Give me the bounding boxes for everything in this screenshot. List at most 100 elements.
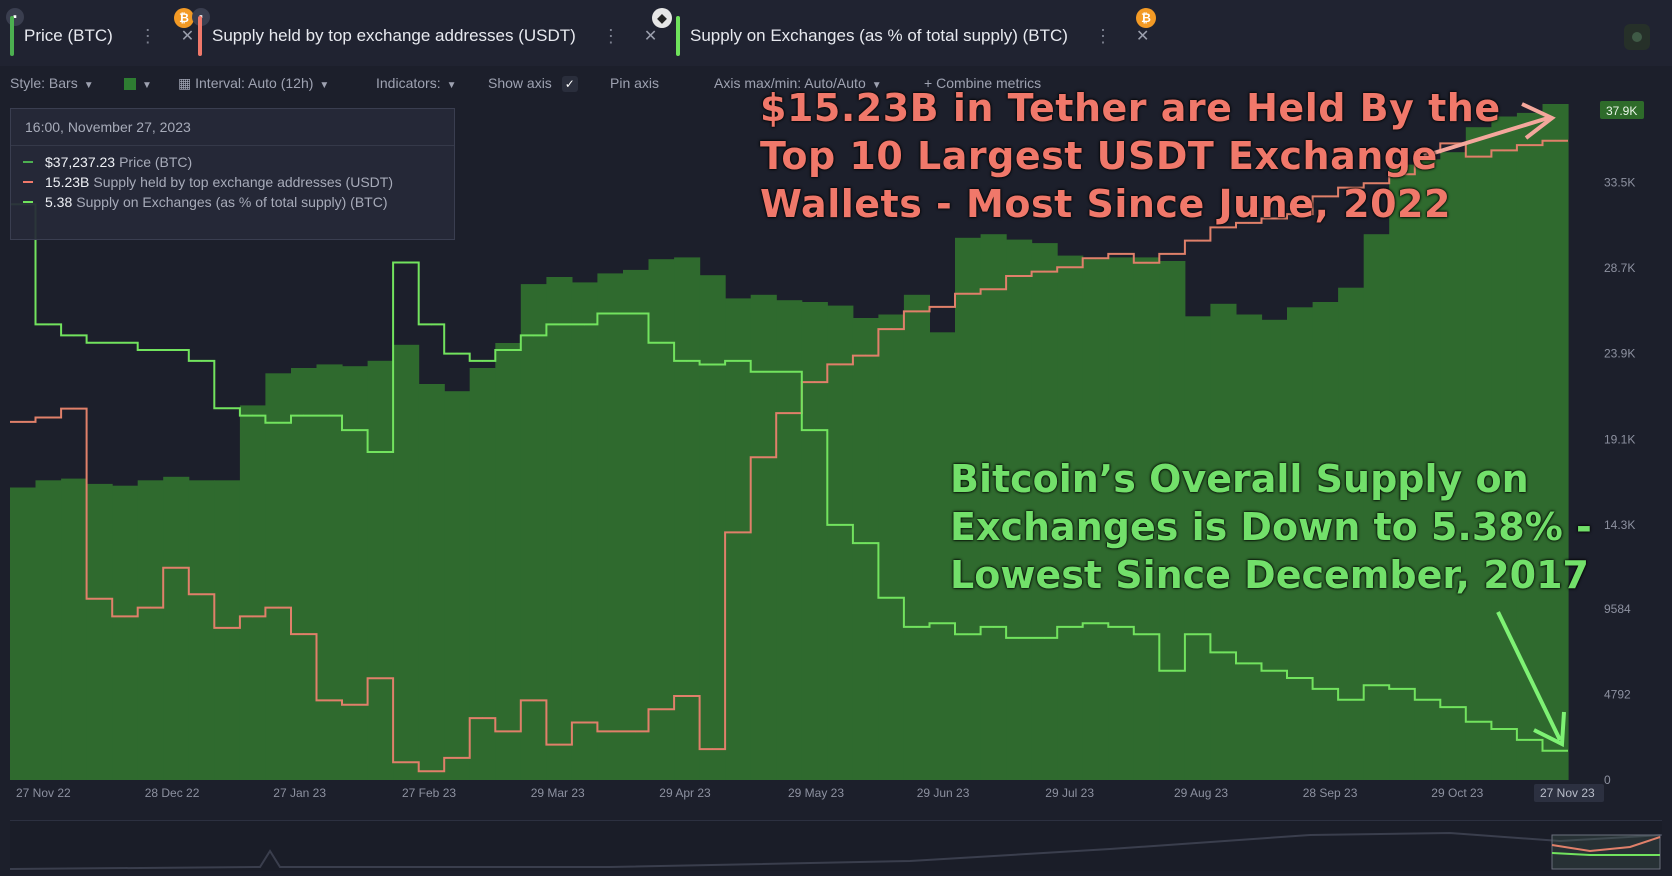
indicators-label: Indicators:	[376, 75, 441, 91]
x-axis: 27 Nov 22 28 Dec 22 27 Jan 23 27 Feb 23 29 M…	[16, 784, 1604, 802]
color-picker[interactable]: ▼	[124, 75, 152, 91]
usdt-line-path-point	[967, 292, 969, 295]
usdt-line-path-point	[507, 730, 509, 733]
usdt-line-path-point	[1069, 266, 1071, 268]
usdt-line-path-point	[711, 748, 714, 750]
price-bar	[1389, 164, 1416, 781]
price-bar	[1210, 303, 1237, 780]
y-tick-label: 19.1K	[1604, 432, 1635, 446]
x-tick-label: 29 Jun 23	[917, 786, 970, 800]
supply-line-path-point	[1120, 626, 1122, 628]
legend-value: 5.38	[45, 194, 73, 210]
supply-line-path-point	[405, 261, 407, 264]
price-bar	[86, 483, 113, 780]
style-dropdown[interactable]: Style: Bars ▼	[10, 75, 94, 91]
usdt-line-path-point	[1324, 195, 1327, 198]
supply-line-path-point	[788, 371, 790, 373]
supply-line-path-point	[149, 349, 152, 351]
price-bar	[1108, 257, 1135, 780]
status-indicator-button[interactable]	[1624, 24, 1650, 50]
annotation-line: Bitcoin’s Overall Supply on	[950, 457, 1529, 501]
axis-maxmin-label: Axis max/min: Auto/Auto	[714, 75, 866, 91]
usdt-line-path-point	[1222, 226, 1224, 229]
close-icon[interactable]: ✕	[1135, 28, 1150, 45]
close-icon[interactable]: ✕	[643, 28, 658, 45]
calendar-icon: ▦	[178, 75, 196, 91]
combine-metrics-button[interactable]: + Combine metrics	[924, 75, 1041, 91]
annotation-usdt: $15.23B in Tether are Held By the Top 10…	[760, 84, 1501, 228]
navigator-usdt-line	[1551, 836, 1661, 853]
annotation-arrows	[1423, 102, 1566, 748]
red-arrow-line	[1423, 116, 1549, 158]
navigator-supply-line	[1551, 852, 1660, 856]
usdt-line-path-point	[992, 288, 995, 291]
price-bar	[35, 480, 62, 780]
price-bar	[444, 391, 471, 780]
price-bar	[801, 302, 828, 780]
tab-supply-on-exchanges[interactable]: Supply on Exchanges (as % of total suppl…	[676, 14, 1149, 58]
more-options-icon[interactable]: ⋮	[1093, 25, 1112, 46]
pin-axis-toggle[interactable]: Pin axis	[610, 75, 659, 91]
price-bar	[214, 480, 241, 780]
supply-line-path-point	[507, 349, 509, 351]
supply-line-path-point	[379, 451, 382, 453]
plus-icon: +	[924, 75, 937, 91]
legend-value: 15.23B	[45, 174, 90, 190]
price-bar	[1542, 104, 1569, 780]
supply-line-path-point	[532, 334, 535, 337]
supply-on-exchanges-line	[10, 203, 1568, 752]
usdt-line-path-point	[660, 708, 663, 711]
supply-line-path-point	[354, 429, 356, 431]
supply-line-path-point	[1171, 669, 1173, 672]
supply-line-path-point	[1324, 688, 1327, 690]
price-bar	[61, 478, 88, 780]
tab-usdt-supply[interactable]: Supply held by top exchange addresses (U…	[198, 14, 657, 58]
x-tick-label: 29 May 23	[788, 786, 844, 800]
supply-line-path-point	[1477, 720, 1480, 723]
usdt-line-path-point	[1094, 257, 1097, 260]
metric-tabs-bar: ▪ Price (BTC) ⋮ ✕ ₿ ▪ Supply held by top…	[0, 0, 1672, 66]
usdt-line-path-point	[1043, 270, 1046, 273]
supply-line-path-point	[1247, 662, 1250, 665]
chevron-down-icon: ▼	[83, 80, 94, 91]
current-value-label: 37.9K	[1606, 104, 1637, 118]
usdt-line-path-point	[1171, 253, 1173, 255]
interval-dropdown[interactable]: ▦ Interval: Auto (12h) ▼	[178, 75, 329, 92]
indicators-dropdown[interactable]: Indicators: ▼	[376, 75, 457, 91]
usdt-line-path-point	[941, 306, 943, 308]
price-bar	[137, 480, 164, 780]
tab-price-btc[interactable]: Price (BTC) ⋮ ✕	[10, 14, 194, 58]
usdt-line-path-point	[405, 761, 407, 764]
close-icon[interactable]: ✕	[180, 28, 195, 45]
usdt-line-path-point	[558, 743, 560, 746]
navigator-line	[9, 831, 1663, 870]
price-bar	[776, 300, 803, 780]
more-options-icon[interactable]: ⋮	[601, 25, 620, 46]
x-tick-label: 29 Jul 23	[1045, 786, 1094, 800]
legend-date: 16:00, November 27, 2023	[11, 109, 454, 146]
price-bar	[929, 332, 956, 780]
y-tick-label: 23.9K	[1604, 347, 1635, 361]
legend-swatch	[23, 181, 33, 183]
price-bar	[1440, 152, 1467, 780]
usdt-line-path-point	[1426, 151, 1429, 153]
price-bar	[265, 373, 292, 780]
price-bar	[546, 277, 573, 780]
price-bar	[188, 480, 215, 780]
supply-line-path-point	[328, 414, 331, 417]
price-bar	[1031, 243, 1058, 781]
navigator-selection[interactable]	[1551, 834, 1661, 870]
annotation-line: Exchanges is Down to 5.38% -	[950, 505, 1592, 549]
supply-line-path-point	[1554, 750, 1556, 752]
show-axis-toggle[interactable]: Show axis ✓	[488, 75, 578, 92]
price-bar	[623, 269, 650, 780]
checkmark-icon[interactable]: ✓	[561, 76, 578, 92]
supply-line-path-point	[711, 363, 714, 366]
supply-line-path-point	[251, 414, 254, 417]
axis-maxmin-dropdown[interactable]: Axis max/min: Auto/Auto ▼	[714, 75, 882, 91]
bitcoin-icon: ₿	[174, 8, 194, 28]
range-navigator[interactable]	[9, 820, 1663, 871]
price-bar	[163, 476, 190, 780]
more-options-icon[interactable]: ⋮	[138, 25, 157, 46]
usdt-line-path-point	[839, 363, 841, 366]
